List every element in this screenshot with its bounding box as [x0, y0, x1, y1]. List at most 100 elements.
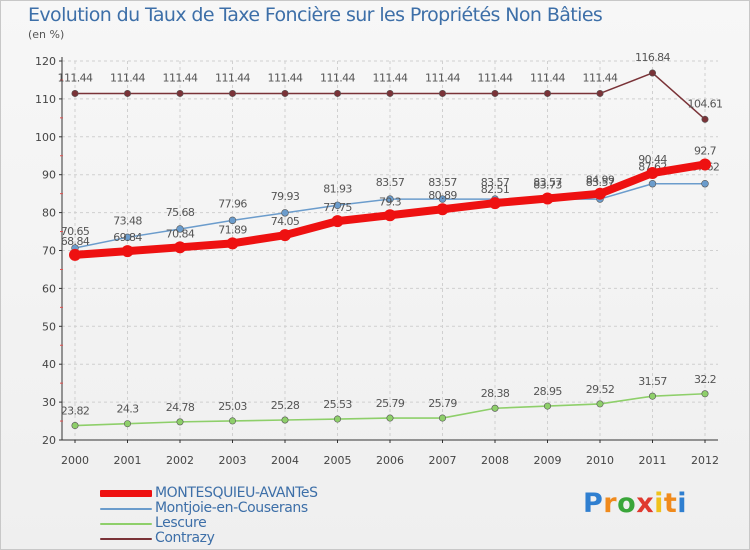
- data-point-lescure-2005: [333, 415, 341, 423]
- y-tick-label-40: 40: [42, 358, 56, 371]
- data-point-montesquieu-avantes-2008: [489, 197, 501, 210]
- x-tick-label-2001: 2001: [114, 454, 142, 467]
- y-tick-label-80: 80: [42, 207, 56, 220]
- data-point-contrazy-2006: [386, 89, 394, 97]
- data-point-lescure-2004: [281, 416, 289, 424]
- data-point-montesquieu-avantes-2003: [226, 237, 239, 250]
- data-point-lescure-2010: [596, 400, 604, 408]
- data-label-montjoie-en-couserans-2006: 83.57: [376, 176, 405, 189]
- data-label-montjoie-en-couserans-2000: 70.65: [61, 225, 90, 238]
- data-point-montjoie-en-couserans-2006: [386, 195, 394, 203]
- data-label-lescure-2001: 24.3: [116, 403, 139, 416]
- data-label-montesquieu-avantes-2007: 80.89: [428, 189, 457, 202]
- chart-title: Evolution du Taux de Taxe Foncière sur l…: [28, 4, 603, 26]
- data-label-montjoie-en-couserans-2004: 79.93: [271, 190, 300, 203]
- data-label-lescure-2010: 29.52: [586, 383, 615, 396]
- y-tick-label-60: 60: [42, 282, 56, 295]
- data-point-montjoie-en-couserans-2004: [281, 209, 289, 217]
- data-label-montjoie-en-couserans-2008: 83.57: [481, 176, 510, 189]
- data-label-contrazy-2005: 111.44: [320, 71, 355, 84]
- x-tick-label-2009: 2009: [534, 454, 562, 467]
- data-label-contrazy-2003: 111.44: [215, 71, 250, 84]
- data-label-montesquieu-avantes-2003: 71.89: [218, 223, 247, 236]
- data-point-montesquieu-avantes-2006: [384, 209, 396, 222]
- data-point-lescure-2009: [543, 402, 551, 410]
- data-point-contrazy-2012: [701, 115, 709, 123]
- x-tick-label-2006: 2006: [376, 454, 404, 467]
- data-point-contrazy-2004: [281, 89, 289, 97]
- data-label-montesquieu-avantes-2006: 79.3: [379, 195, 402, 208]
- data-label-montesquieu-avantes-2000: 68.84: [61, 235, 90, 248]
- data-point-montesquieu-avantes-2007: [436, 203, 449, 216]
- data-point-lescure-2008: [491, 404, 499, 412]
- data-point-montesquieu-avantes-2001: [121, 245, 134, 258]
- x-tick-label-2003: 2003: [219, 454, 247, 467]
- legend-label-contrazy: Contrazy: [155, 530, 215, 546]
- data-point-montjoie-en-couserans-2005: [333, 201, 342, 209]
- data-point-contrazy-2000: [71, 89, 79, 97]
- y-tick-label-90: 90: [42, 169, 56, 182]
- data-label-lescure-2009: 28.95: [533, 385, 562, 398]
- data-label-contrazy-2007: 111.44: [425, 71, 460, 84]
- x-tick-label-2005: 2005: [324, 454, 352, 467]
- legend-label-montesquieu: MONTESQUIEU-AVANTeS: [155, 485, 318, 501]
- data-label-contrazy-2011: 116.84: [635, 51, 670, 64]
- data-point-contrazy-2002: [176, 89, 184, 97]
- data-point-montesquieu-avantes-2012: [699, 158, 711, 171]
- data-label-montjoie-en-couserans-2007: 83.57: [428, 176, 457, 189]
- data-label-montesquieu-avantes-2008: 82.51: [481, 183, 510, 196]
- data-label-montjoie-en-couserans-2009: 83.57: [533, 176, 562, 189]
- data-label-lescure-2000: 23.82: [61, 405, 90, 418]
- data-point-contrazy-2011: [648, 69, 656, 77]
- data-point-contrazy-2005: [333, 89, 341, 97]
- data-label-contrazy-2006: 111.44: [373, 71, 408, 84]
- data-label-lescure-2006: 25.79: [376, 397, 405, 410]
- data-label-contrazy-2002: 111.44: [163, 71, 198, 84]
- data-point-montesquieu-avantes-2011: [646, 167, 659, 180]
- y-tick-label-70: 70: [42, 245, 56, 258]
- data-point-lescure-2012: [701, 390, 709, 398]
- data-label-contrazy-2004: 111.44: [268, 71, 303, 84]
- data-label-montjoie-en-couserans-2010: 83.57: [586, 176, 615, 189]
- data-label-montjoie-en-couserans-2001: 73.48: [113, 214, 142, 227]
- data-label-montesquieu-avantes-2004: 74.05: [271, 215, 300, 228]
- data-label-lescure-2012: 32.2: [694, 373, 716, 386]
- legend-swatch-lescure: [100, 523, 152, 525]
- x-tick-label-2012: 2012: [691, 454, 719, 467]
- data-point-montesquieu-avantes-2005: [331, 215, 344, 228]
- y-tick-label-20: 20: [42, 434, 56, 447]
- data-label-contrazy-2010: 111.44: [583, 71, 618, 84]
- data-label-contrazy-2008: 111.44: [478, 71, 513, 84]
- y-tick-label-30: 30: [42, 396, 56, 409]
- data-point-montjoie-en-couserans-2011: [648, 180, 657, 188]
- data-point-montjoie-en-couserans-2002: [176, 225, 184, 233]
- data-point-contrazy-2001: [124, 89, 132, 97]
- data-label-lescure-2003: 25.03: [218, 400, 247, 413]
- data-point-montesquieu-avantes-2004: [279, 229, 291, 242]
- data-point-montjoie-en-couserans-2001: [123, 233, 132, 242]
- chart-unit: (en %): [28, 28, 65, 41]
- data-point-lescure-2003: [229, 417, 237, 425]
- data-point-lescure-2011: [648, 392, 656, 400]
- y-tick-label-110: 110: [35, 93, 56, 106]
- data-point-montjoie-en-couserans-2007: [438, 195, 447, 203]
- x-tick-label-2007: 2007: [429, 454, 457, 467]
- x-tick-label-2000: 2000: [61, 454, 89, 467]
- data-point-contrazy-2008: [491, 89, 499, 97]
- data-point-montesquieu-avantes-2000: [69, 248, 81, 261]
- data-label-lescure-2002: 24.78: [166, 401, 195, 414]
- data-label-montesquieu-avantes-2001: 69.84: [113, 231, 142, 244]
- data-point-contrazy-2010: [596, 89, 604, 97]
- x-tick-label-2010: 2010: [586, 454, 614, 467]
- legend-label-montjoie: Montjoie-en-Couserans: [155, 500, 308, 516]
- data-label-montesquieu-avantes-2012: 92.7: [694, 144, 717, 157]
- data-label-lescure-2007: 25.79: [428, 397, 457, 410]
- legend-swatch-montesquieu: [100, 490, 152, 497]
- data-label-montjoie-en-couserans-2002: 75.68: [166, 206, 195, 219]
- data-label-contrazy-2009: 111.44: [530, 71, 565, 84]
- data-point-montesquieu-avantes-2002: [174, 241, 186, 254]
- data-point-lescure-2000: [71, 422, 79, 430]
- legend-label-lescure: Lescure: [155, 515, 207, 531]
- data-label-montesquieu-avantes-2011: 90.44: [638, 153, 667, 166]
